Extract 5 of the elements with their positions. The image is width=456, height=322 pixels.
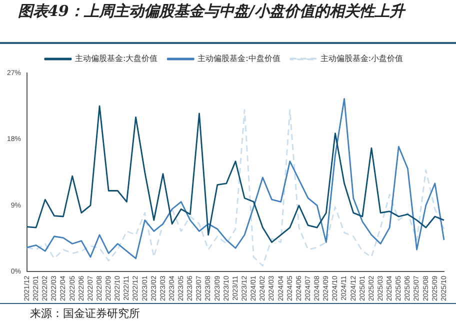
chart-title: 图表49：上周主动偏股基金与中盘/小盘价值的相关性上升 bbox=[18, 2, 407, 21]
legend-label: 主动偏股基金:中盘价值 bbox=[198, 54, 280, 64]
source-note: 来源：国金证券研究所 bbox=[30, 306, 140, 321]
legend-label: 主动偏股基金:大盘价值 bbox=[74, 54, 158, 64]
legend-label: 主动偏股基金:小盘价值 bbox=[320, 54, 404, 64]
